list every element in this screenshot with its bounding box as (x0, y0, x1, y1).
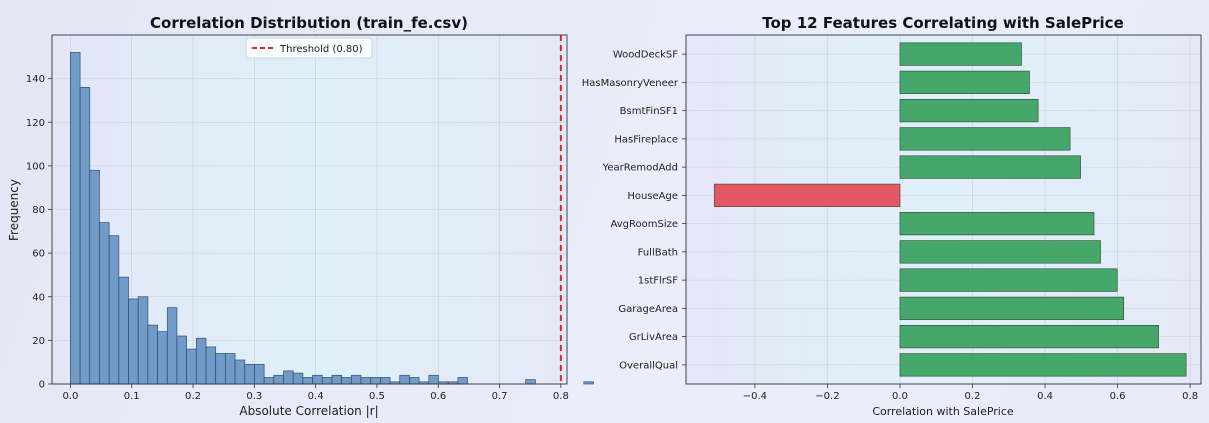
x-tick-label: 0.4 (1037, 391, 1053, 402)
feature-bar (900, 354, 1186, 377)
histogram-bar (119, 277, 129, 384)
feature-bar (714, 184, 900, 207)
y-tick-label: 40 (32, 292, 45, 303)
feature-label: HasMasonryVeneer (582, 78, 679, 89)
feature-bar (900, 325, 1159, 348)
feature-label: WoodDeckSF (613, 50, 678, 61)
histogram-bar (158, 332, 168, 384)
histogram-bar (138, 297, 148, 384)
histogram-bar (429, 375, 439, 384)
histogram-bar (80, 87, 90, 384)
feature-bar (900, 212, 1094, 235)
histogram-xlabel: Absolute Correlation |r| (239, 404, 378, 418)
feature-bar (900, 128, 1070, 151)
feature-label: AvgRoomSize (610, 219, 678, 230)
histogram-bar (342, 377, 352, 384)
histogram-bar (264, 377, 274, 384)
histogram-bar (351, 375, 361, 384)
feature-bar (900, 241, 1101, 264)
feature-label: YearRemodAdd (602, 163, 678, 174)
histogram-ylabel: Frequency (7, 179, 21, 241)
legend-threshold-label: Threshold (0.80) (279, 44, 363, 55)
x-tick-label: 0.6 (430, 391, 446, 402)
feature-label: HouseAge (627, 191, 678, 202)
feature-bar (900, 269, 1117, 292)
x-tick-label: −0.2 (815, 391, 839, 402)
y-tick-label: 80 (32, 205, 45, 216)
histogram-bar (245, 364, 255, 384)
x-tick-label: −0.4 (743, 391, 767, 402)
barh-chart: −0.4 −0.2 0.0 0.2 0.4 0.6 0.8 WoodDeckSF HasMaso… (582, 14, 1201, 418)
y-tick-label: 140 (26, 74, 45, 85)
x-tick-label: 0.5 (369, 391, 385, 402)
histogram-bar (90, 170, 100, 384)
histogram-legend: Threshold (0.80) (246, 38, 372, 58)
x-tick-label: 0.8 (553, 391, 569, 402)
histogram-bar (303, 377, 313, 384)
x-tick-label: 0.8 (1182, 391, 1198, 402)
feature-label: 1stFlrSF (638, 276, 678, 287)
x-tick-label: 0.0 (62, 391, 78, 402)
feature-bar (900, 99, 1038, 122)
x-tick-label: 0.3 (246, 391, 262, 402)
feature-label: FullBath (638, 247, 678, 258)
histogram-bar (225, 353, 235, 384)
y-tick-label: 120 (26, 118, 45, 129)
histogram-bar (148, 325, 158, 384)
x-tick-label: 0.2 (185, 391, 201, 402)
x-tick-label: 0.7 (492, 391, 508, 402)
x-tick-label: 0.2 (965, 391, 981, 402)
histogram-bar (371, 377, 381, 384)
histogram-title: Correlation Distribution (train_fe.csv) (150, 14, 468, 32)
barh-xlabel: Correlation with SalePrice (872, 405, 1014, 418)
feature-bar (900, 156, 1081, 179)
histogram-bar (380, 377, 390, 384)
histogram-bar (400, 375, 410, 384)
feature-label: GarageArea (618, 304, 678, 315)
y-tick-label: 100 (26, 161, 45, 172)
histogram-bar (409, 377, 419, 384)
x-tick-label: 0.4 (308, 391, 324, 402)
feature-bar (900, 297, 1124, 320)
histogram-bar (235, 360, 245, 384)
histogram-bar (313, 375, 323, 384)
feature-label: HasFireplace (614, 134, 678, 145)
histogram-bar (129, 299, 139, 384)
histogram-bar (70, 52, 80, 384)
y-tick-label: 0 (39, 380, 45, 391)
histogram-bar (254, 364, 264, 384)
histogram-bar (167, 308, 177, 384)
histogram-bar (109, 236, 119, 384)
feature-label: OverallQual (619, 360, 678, 371)
x-tick-label: 0.0 (892, 391, 908, 402)
histogram-bar (458, 377, 468, 384)
x-tick-label: 0.1 (124, 391, 140, 402)
x-tick-label: 0.6 (1110, 391, 1126, 402)
histogram-bar (332, 375, 342, 384)
histogram-bar (216, 353, 226, 384)
histogram-bar (206, 347, 216, 384)
histogram-bar (274, 375, 284, 384)
histogram-bar (187, 349, 197, 384)
feature-bar (900, 71, 1029, 94)
histogram-bar (584, 382, 594, 384)
histogram-bar (196, 338, 206, 384)
feature-label: BsmtFinSF1 (620, 106, 678, 117)
histogram-bar (526, 380, 536, 384)
y-tick-label: 60 (32, 249, 45, 260)
feature-label: GrLivArea (629, 332, 678, 343)
histogram-bar (284, 371, 294, 384)
histogram-bar (99, 223, 109, 384)
barh-title: Top 12 Features Correlating with SalePri… (762, 14, 1124, 32)
histogram-chart: 0.0 0.1 0.2 0.3 0.4 0.5 0.6 0.7 0.8 0 20 40 60 80 100 1… (7, 14, 593, 418)
feature-bar (900, 43, 1021, 66)
histogram-bar (361, 377, 371, 384)
histogram-bar (322, 377, 332, 384)
histogram-bar (293, 373, 303, 384)
histogram-bar (177, 336, 187, 384)
y-tick-label: 20 (32, 336, 45, 347)
